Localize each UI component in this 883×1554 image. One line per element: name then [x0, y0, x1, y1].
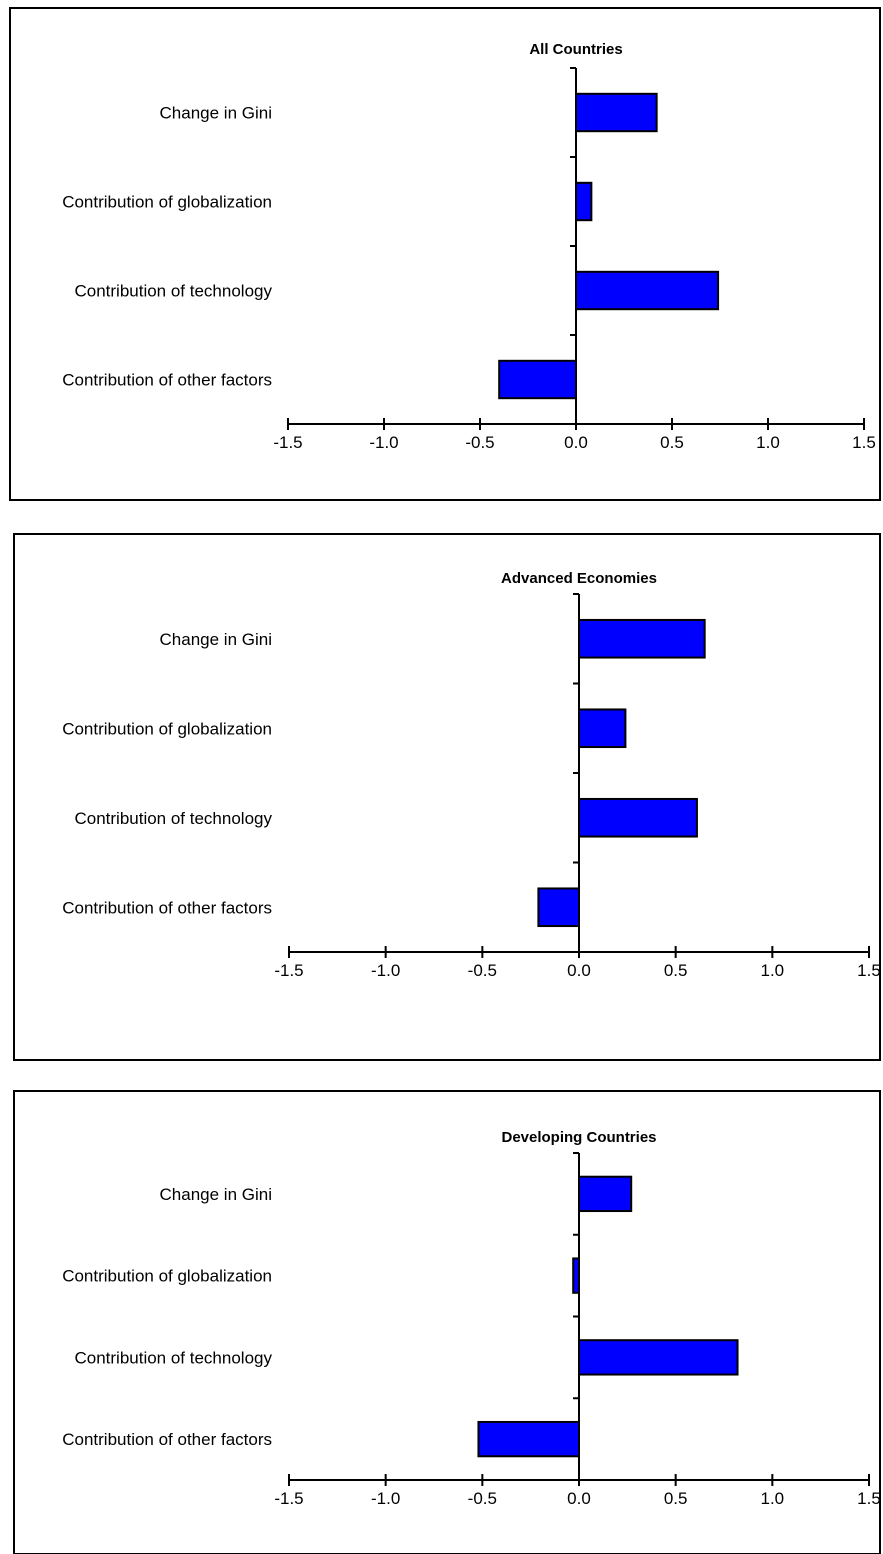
category-label: Contribution of technology	[74, 1348, 272, 1367]
x-tick-label: 1.5	[857, 961, 881, 980]
x-tick-label: -1.5	[273, 433, 302, 452]
category-label: Change in Gini	[160, 104, 272, 123]
x-tick-label: -0.5	[468, 961, 497, 980]
category-label: Contribution of globalization	[62, 719, 272, 738]
x-tick-label: 1.0	[761, 961, 785, 980]
category-label: Contribution of other factors	[62, 1430, 272, 1449]
chart-panel-3: Developing Countries -1.5 -1.0 -0.5 0.0 0.5 1.…	[14, 1091, 881, 1554]
bar-3	[576, 272, 718, 309]
chart-title: All Countries	[529, 41, 622, 58]
x-tick-label: 0.0	[564, 433, 588, 452]
x-tick-label: 0.5	[664, 1489, 688, 1508]
x-tick-label: -1.5	[274, 1489, 303, 1508]
bar-1	[579, 1177, 631, 1211]
bar-1	[579, 620, 705, 658]
x-tick-label: -1.0	[369, 433, 398, 452]
bar-2	[576, 183, 591, 220]
category-label: Contribution of other factors	[62, 898, 272, 917]
category-label: Change in Gini	[160, 1185, 272, 1204]
x-tick-label: 1.5	[852, 433, 876, 452]
x-tick-label: 1.0	[756, 433, 780, 452]
x-tick-label: 0.5	[664, 961, 688, 980]
x-tick-label: 0.0	[567, 961, 591, 980]
bar-3	[579, 1340, 738, 1374]
category-label: Contribution of technology	[74, 809, 272, 828]
chart-frame	[10, 8, 880, 500]
chart-panel-2: Advanced Economies -1.5 -1.0 -0.5 0.0 0.5 1.0 1…	[14, 534, 881, 1060]
category-label: Contribution of technology	[74, 282, 272, 301]
category-label: Change in Gini	[160, 630, 272, 649]
x-tick-label: -1.5	[274, 961, 303, 980]
bar-2	[579, 709, 625, 747]
chart-panel-1: All Countries -1.5 -1.0 -0.5 0.0 0.5 1.0 1.5 Cha…	[10, 8, 880, 500]
x-tick-label: -1.0	[371, 961, 400, 980]
x-tick-label: -0.5	[468, 1489, 497, 1508]
bar-4	[478, 1422, 579, 1456]
chart-title: Developing Countries	[501, 1129, 656, 1146]
bar-2	[573, 1258, 579, 1292]
x-tick-label: -1.0	[371, 1489, 400, 1508]
category-label: Contribution of other factors	[62, 371, 272, 390]
bar-4	[499, 361, 576, 398]
x-tick-label: 1.0	[761, 1489, 785, 1508]
chart-frame	[14, 1091, 880, 1554]
x-tick-label: 1.5	[857, 1489, 881, 1508]
bar-4	[538, 888, 579, 926]
bar-1	[576, 94, 657, 131]
x-tick-label: 0.0	[567, 1489, 591, 1508]
chart-title: Advanced Economies	[501, 570, 657, 587]
bar-3	[579, 799, 697, 837]
category-label: Contribution of globalization	[62, 193, 272, 212]
x-tick-label: 0.5	[660, 433, 684, 452]
x-tick-label: -0.5	[465, 433, 494, 452]
chart-frame	[14, 534, 880, 1060]
category-label: Contribution of globalization	[62, 1267, 272, 1286]
